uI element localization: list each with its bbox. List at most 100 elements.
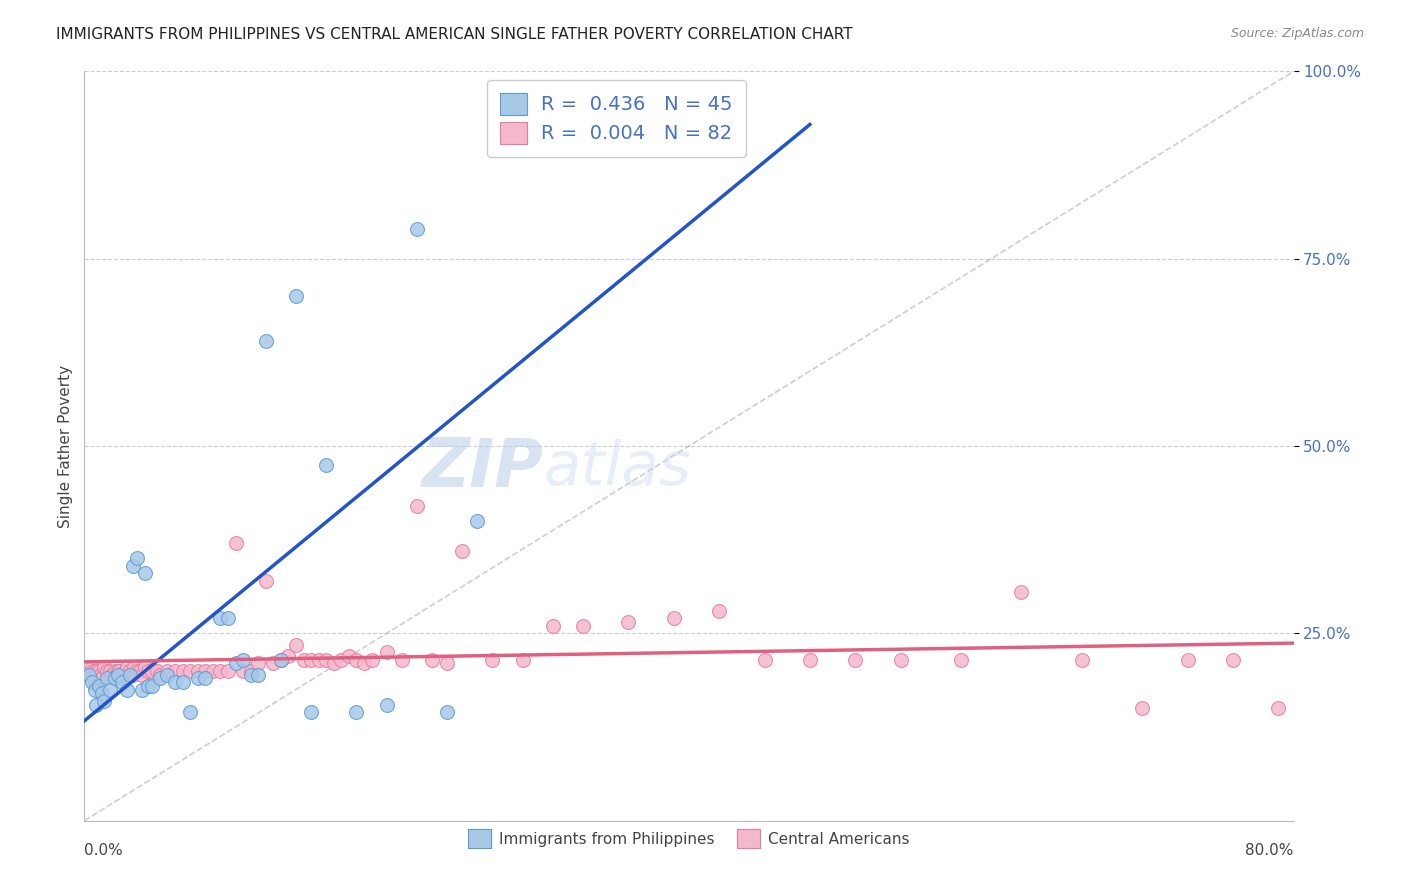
Point (141, 664, 163, 678)
Point (391, 652, 413, 666)
Point (277, 648, 299, 663)
Point (451, 544, 474, 558)
Point (890, 652, 912, 666)
Point (225, 657, 247, 671)
Point (86, 664, 108, 678)
Point (315, 458, 337, 472)
Point (84, 675, 107, 690)
Point (89, 664, 111, 678)
Point (129, 664, 152, 678)
Text: atlas: atlas (544, 439, 692, 498)
Point (353, 657, 375, 671)
Point (115, 660, 138, 674)
Point (100, 667, 122, 681)
Y-axis label: Single Father Poverty: Single Father Poverty (58, 365, 73, 527)
Point (134, 566, 156, 581)
Point (232, 652, 254, 666)
Point (165, 675, 187, 690)
Point (127, 551, 149, 566)
Point (201, 664, 224, 678)
Point (107, 664, 129, 678)
Point (239, 667, 262, 681)
Point (98, 682, 121, 697)
Point (187, 664, 209, 678)
Point (322, 657, 344, 671)
Point (156, 667, 179, 681)
Point (225, 536, 247, 550)
Legend: Immigrants from Philippines, Central Americans: Immigrants from Philippines, Central Ame… (463, 823, 915, 855)
Point (217, 611, 239, 625)
Point (346, 705, 368, 719)
Point (337, 648, 360, 663)
Text: IMMIGRANTS FROM PHILIPPINES VS CENTRAL AMERICAN SINGLE FATHER POVERTY CORRELATIO: IMMIGRANTS FROM PHILIPPINES VS CENTRAL A… (56, 27, 853, 42)
Point (165, 664, 187, 678)
Point (406, 221, 429, 235)
Point (172, 664, 194, 678)
Point (96, 664, 118, 678)
Point (156, 664, 179, 678)
Point (950, 652, 973, 666)
Point (1222, 652, 1244, 666)
Point (799, 652, 821, 666)
Text: 80.0%: 80.0% (1246, 843, 1294, 858)
Point (149, 667, 172, 681)
Point (93, 660, 115, 674)
Point (481, 652, 503, 666)
Point (121, 558, 143, 573)
Point (104, 671, 127, 685)
Point (247, 667, 270, 681)
Point (239, 664, 262, 678)
Point (420, 652, 443, 666)
Point (1071, 652, 1094, 666)
Point (107, 667, 129, 681)
Point (308, 652, 330, 666)
Point (80, 660, 103, 674)
Point (270, 652, 292, 666)
Point (187, 671, 209, 685)
Point (512, 652, 534, 666)
Point (141, 679, 163, 693)
Point (217, 664, 239, 678)
Point (436, 657, 458, 671)
Point (104, 664, 127, 678)
Point (134, 660, 156, 674)
Point (91, 671, 114, 685)
Point (254, 574, 277, 588)
Point (315, 652, 337, 666)
Point (330, 652, 353, 666)
Point (709, 604, 731, 618)
Point (172, 675, 194, 690)
Point (1011, 585, 1033, 599)
Point (209, 664, 232, 678)
Point (77, 667, 100, 681)
Point (467, 514, 489, 528)
Point (194, 664, 217, 678)
Point (136, 679, 159, 693)
Point (111, 675, 134, 690)
Point (114, 664, 136, 678)
Point (285, 289, 308, 303)
Point (262, 657, 284, 671)
Point (209, 611, 232, 625)
Point (96, 671, 118, 685)
Point (406, 499, 429, 513)
Point (662, 611, 685, 625)
Point (270, 652, 292, 666)
Point (84, 682, 107, 697)
Point (86, 698, 108, 712)
Point (179, 664, 201, 678)
Point (91, 686, 114, 700)
Point (90, 667, 112, 681)
Point (436, 705, 458, 719)
Point (285, 638, 308, 652)
Text: Source: ZipAtlas.com: Source: ZipAtlas.com (1230, 27, 1364, 40)
Point (115, 682, 138, 697)
Point (121, 667, 143, 681)
Point (617, 615, 640, 629)
Point (527, 98, 550, 112)
Point (844, 652, 866, 666)
Point (122, 660, 145, 674)
Point (89, 679, 111, 693)
Point (111, 667, 134, 681)
Text: ZIP: ZIP (422, 435, 544, 501)
